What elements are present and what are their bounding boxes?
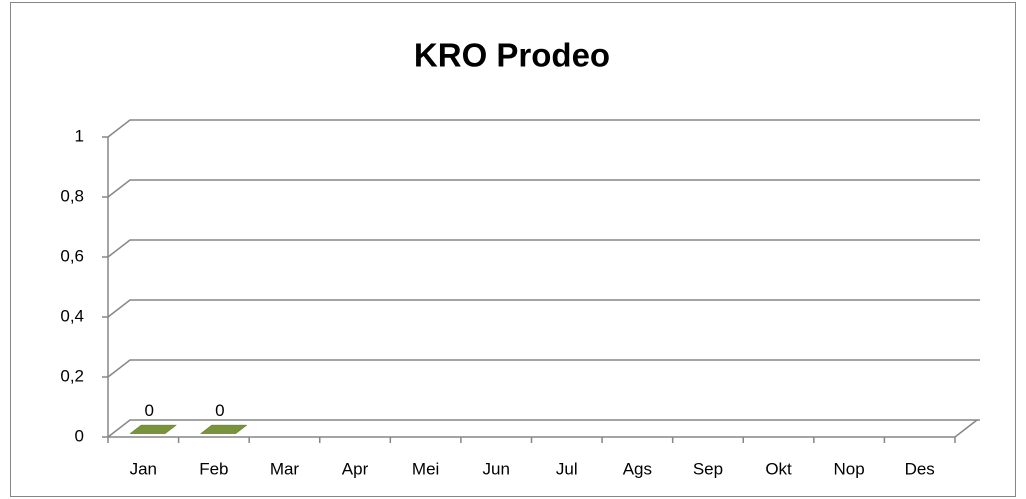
y-tick-label: 0,4 bbox=[60, 306, 84, 325]
x-tick-label: Sep bbox=[693, 459, 723, 478]
x-tick-label: Jun bbox=[482, 459, 509, 478]
grid-line bbox=[107, 359, 980, 378]
x-tick-label: Jul bbox=[556, 459, 578, 478]
data-label: 0 bbox=[145, 401, 154, 420]
bar bbox=[129, 424, 178, 434]
y-tick-label: 0,2 bbox=[60, 366, 84, 385]
data-label: 0 bbox=[215, 401, 224, 420]
x-tick-label: Mei bbox=[412, 459, 439, 478]
grid-line bbox=[107, 239, 980, 258]
y-tick-label: 0,8 bbox=[60, 186, 84, 205]
chart-border bbox=[10, 2, 1016, 497]
y-tick-label: 0,6 bbox=[60, 246, 84, 265]
x-tick-label: Nop bbox=[834, 459, 865, 478]
x-tick-label: Apr bbox=[342, 459, 369, 478]
grid-line bbox=[107, 299, 980, 318]
bar bbox=[199, 424, 248, 434]
chart-title: KRO Prodeo bbox=[414, 37, 610, 74]
grid-line bbox=[107, 179, 980, 198]
x-tick-label: Okt bbox=[765, 459, 792, 478]
x-tick-label: Des bbox=[905, 459, 935, 478]
y-tick-label: 1 bbox=[75, 126, 84, 145]
y-tick-label: 0 bbox=[75, 426, 84, 445]
grid-line bbox=[107, 119, 980, 138]
x-tick-label: Feb bbox=[199, 459, 228, 478]
grid-line bbox=[107, 419, 980, 438]
x-tick-label: Mar bbox=[270, 459, 300, 478]
x-tick-label: Ags bbox=[623, 459, 652, 478]
x-tick-label: Jan bbox=[130, 459, 157, 478]
